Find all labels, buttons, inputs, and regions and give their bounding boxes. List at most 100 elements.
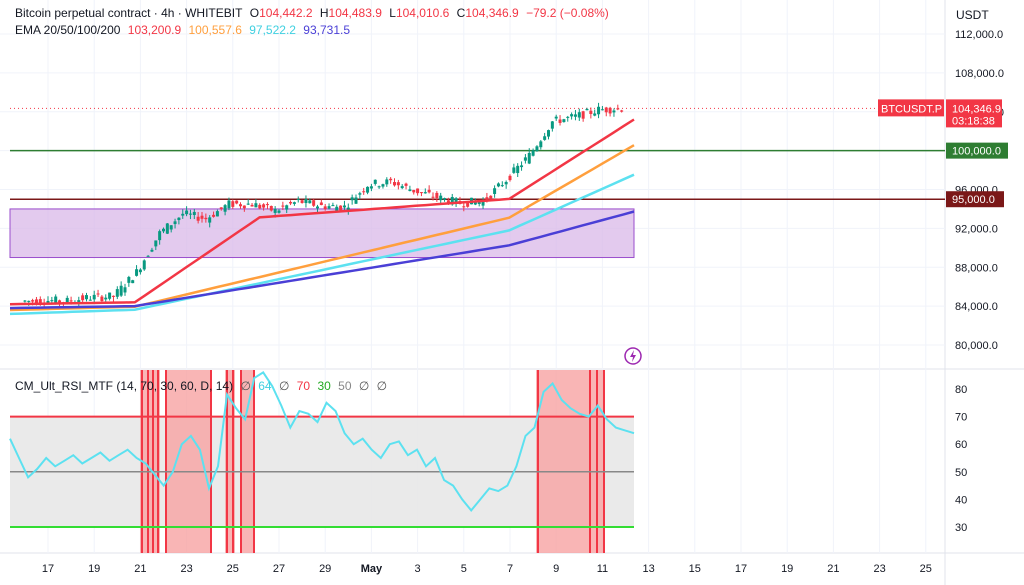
candle-body <box>308 200 312 204</box>
candle-body <box>50 300 54 302</box>
candle-body <box>362 191 366 193</box>
ema200-line <box>9 210 635 310</box>
candle-body <box>589 110 593 115</box>
date-tick-label: 17 <box>42 563 54 575</box>
candle-body <box>177 217 181 221</box>
candle-body <box>85 295 88 300</box>
rsi-line <box>9 371 635 512</box>
candle-body <box>408 189 412 192</box>
candle-body <box>289 201 293 204</box>
candle-body <box>331 205 335 207</box>
ema-legend: EMA 20/50/100/200 103,200.9 100,557.6 97… <box>15 23 354 37</box>
price-tick-label: 84,000.0 <box>955 301 998 313</box>
candle-body <box>385 179 389 185</box>
candle-body <box>65 297 69 304</box>
rsi-v7: ∅ <box>358 379 370 393</box>
date-tick-label: 21 <box>134 563 146 575</box>
symbol-title: Bitcoin perpetual contract · 4h · WHITEB… <box>15 6 243 20</box>
candle-body <box>169 225 173 230</box>
overbought-zone <box>240 370 255 553</box>
price-tick-label: 112,000.0 <box>955 29 1003 41</box>
rsi-v8: ∅ <box>376 379 388 393</box>
candle-body <box>346 207 350 210</box>
candle-body <box>504 181 508 185</box>
date-tick-label: 23 <box>180 563 192 575</box>
candle-body <box>616 108 620 110</box>
candle-body <box>393 182 396 186</box>
candle-body <box>412 189 416 193</box>
candle-body <box>165 223 169 234</box>
candle-body <box>246 203 250 205</box>
candle-body <box>88 299 92 301</box>
candle-body <box>281 205 285 207</box>
candle-body <box>285 205 289 210</box>
candle-body <box>581 111 585 119</box>
demand-zone <box>9 208 635 259</box>
candle-body <box>489 195 493 199</box>
candle-body <box>400 186 404 189</box>
candle-body <box>27 300 31 302</box>
candles-group <box>23 102 624 309</box>
close-label: C <box>456 6 466 20</box>
candle-body <box>439 195 443 201</box>
rsi-tick-label: 50 <box>955 467 967 479</box>
candle-body <box>543 136 547 140</box>
candle-body <box>115 289 119 297</box>
candle-body <box>539 141 543 148</box>
candle-body <box>381 184 385 187</box>
candle-body <box>566 116 570 118</box>
date-tick-label: 25 <box>227 563 239 575</box>
candle-body <box>304 199 308 204</box>
countdown-text: 03:18:38 <box>952 115 995 127</box>
candle-body <box>96 293 100 295</box>
rsi-v2: 64 <box>258 379 272 393</box>
candle-body <box>350 197 354 201</box>
ema100-value: 97,522.2 <box>249 23 296 37</box>
date-tick-label: 17 <box>735 563 747 575</box>
high-label: H <box>319 6 329 20</box>
date-tick-label: 29 <box>319 563 331 575</box>
date-tick-label: 19 <box>88 563 100 575</box>
date-tick-label: 7 <box>507 563 513 575</box>
candle-body <box>92 294 96 300</box>
date-tick-label: 23 <box>873 563 885 575</box>
candle-body <box>34 299 38 305</box>
date-tick-label: 21 <box>827 563 839 575</box>
candle-body <box>585 108 589 111</box>
candle-body <box>196 216 200 221</box>
price-tick-label: 108,000.0 <box>955 68 1004 80</box>
price-tick-label: 80,000.0 <box>955 340 998 352</box>
candle-body <box>377 186 381 188</box>
candle-body <box>531 150 535 156</box>
candle-body <box>104 297 108 300</box>
candle-body <box>477 201 481 204</box>
candle-body <box>31 300 35 302</box>
date-tick-label: 15 <box>689 563 701 575</box>
candle-body <box>212 214 216 217</box>
candle-body <box>158 231 162 241</box>
candle-body <box>258 204 262 209</box>
candle-body <box>231 201 235 207</box>
date-tick-label: 13 <box>642 563 654 575</box>
candle-body <box>404 183 408 186</box>
candle-body <box>181 213 185 216</box>
date-tick-label: 3 <box>415 563 421 575</box>
candle-body <box>150 249 154 252</box>
date-tick-label: 19 <box>781 563 793 575</box>
date-tick-label: 5 <box>461 563 467 575</box>
candle-body <box>473 201 477 205</box>
candle-body <box>300 200 304 203</box>
candle-body <box>192 211 196 216</box>
candle-body <box>431 196 435 198</box>
candle-body <box>523 157 527 161</box>
currency-label[interactable]: USDT <box>956 8 989 22</box>
candle-body <box>358 193 362 195</box>
candle-body <box>339 205 343 211</box>
candle-body <box>446 200 450 204</box>
ema-title: EMA 20/50/100/200 <box>15 23 121 37</box>
date-tick-label: 9 <box>553 563 559 575</box>
candle-body <box>292 202 296 204</box>
candle-body <box>508 175 512 181</box>
candle-body <box>312 200 316 206</box>
